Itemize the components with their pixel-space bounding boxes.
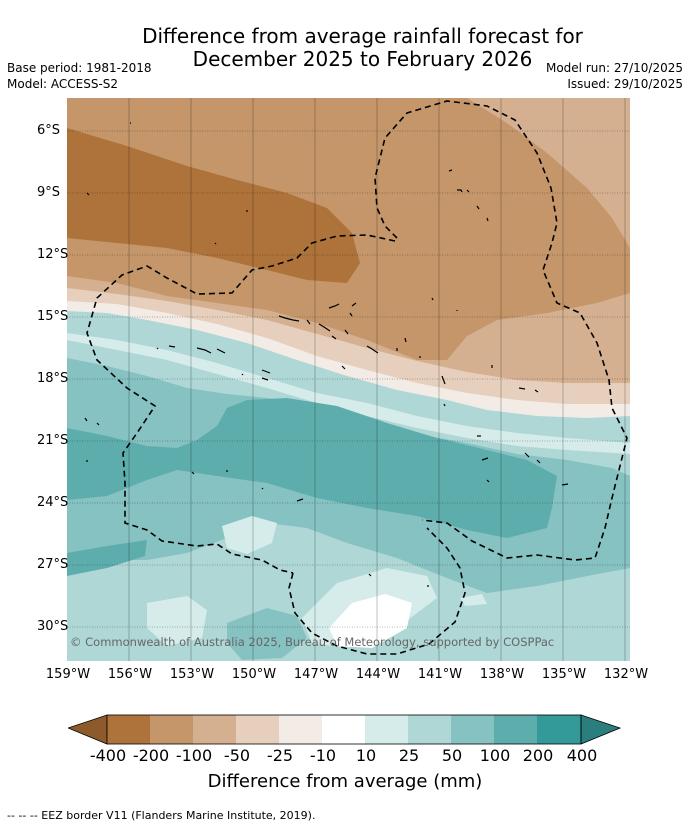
lon-label-144w: 144°W	[355, 667, 401, 682]
map-title-line-2: December 2025 to February 2026	[192, 47, 533, 71]
eez-border-east	[374, 100, 628, 561]
lon-label-159w: 159°W	[45, 667, 91, 682]
pocket-light-4	[460, 594, 487, 606]
pocket-white	[329, 594, 412, 648]
lat-label-24s: 24°S	[37, 495, 69, 510]
meridians	[128, 98, 626, 661]
band-dry-200	[67, 128, 360, 283]
copyright-notice: © Commonwealth of Australia 2025, Bureau…	[70, 635, 554, 649]
colorbar-label-7: 25	[398, 746, 420, 765]
meta-right: Model run: 27/10/2025 Issued: 29/10/2025	[546, 60, 683, 92]
lat-label-9s: 9°S	[37, 185, 61, 200]
colorbar-swatch-10	[494, 715, 537, 744]
rainfall-map: © Commonwealth of Australia 2025, Bureau…	[67, 98, 630, 661]
lon-label-138w: 138°W	[479, 667, 525, 682]
lon-label-147w: 147°W	[293, 667, 339, 682]
lon-label-141w: 141°W	[417, 667, 463, 682]
colorbar-label-4: -25	[266, 746, 294, 765]
colorbar-label-6: 10	[355, 746, 377, 765]
lat-label-30s: 30°S	[37, 619, 69, 634]
pocket-light-2	[147, 596, 207, 646]
lon-label-132w: 132°W	[603, 667, 649, 682]
colorbar-swatch-4	[236, 715, 279, 744]
colorbar-swatch-5	[279, 715, 322, 744]
lon-label-156w: 156°W	[107, 667, 153, 682]
band-wet-200-south	[67, 540, 147, 576]
issued-date: Issued: 29/10/2025	[567, 77, 683, 91]
colorbar-label-10: 200	[522, 746, 554, 765]
model-name: Model: ACCESS-S2	[7, 77, 119, 91]
base-period: Base period: 1981-2018	[7, 61, 152, 75]
band-dry-100	[67, 98, 630, 360]
lat-label-6s: 6°S	[37, 123, 61, 138]
lat-label-15s: 15°S	[37, 309, 69, 324]
islands	[84, 122, 569, 587]
lon-label-150w: 150°W	[231, 667, 277, 682]
colorbar-label-2: -100	[175, 746, 213, 765]
colorbar-swatch-7	[365, 715, 408, 744]
colorbar-swatch-11	[537, 715, 581, 744]
colorbar-label-8: 50	[441, 746, 463, 765]
colorbar-label-11: 400	[566, 746, 598, 765]
map-title-line-1: Difference from average rainfall forecas…	[142, 24, 583, 48]
colorbar-label-5: -10	[309, 746, 337, 765]
lat-label-18s: 18°S	[37, 371, 69, 386]
colorbar-title: Difference from average (mm)	[207, 771, 483, 792]
colorbar-swatch-9	[451, 715, 494, 744]
eez-footnote: -- -- -- EEZ border V11 (Flanders Marine…	[7, 809, 316, 822]
lon-label-153w: 153°W	[169, 667, 215, 682]
colorbar-swatch-0	[68, 714, 108, 745]
eez-border-north	[86, 234, 396, 574]
colorbar-swatch-1	[107, 715, 150, 744]
colorbar-swatch-12	[580, 714, 622, 745]
eez-border-south	[288, 527, 466, 655]
colorbar-swatch-8	[408, 715, 451, 744]
colorbar-label-9: 100	[479, 746, 511, 765]
pocket-light-1	[222, 516, 277, 554]
colorbar-outline	[106, 714, 582, 745]
model-run: Model run: 27/10/2025	[545, 61, 683, 75]
lon-label-135w: 135°W	[541, 667, 587, 682]
lat-label-21s: 21°S	[37, 433, 69, 448]
colorbar-swatch-3	[193, 715, 236, 744]
lat-label-12s: 12°S	[37, 247, 69, 262]
pocket-mid-1	[227, 608, 307, 660]
colorbar-swatch-2	[150, 715, 193, 744]
colorbar-label-3: -50	[223, 746, 251, 765]
colorbar-label-0: -400	[89, 746, 127, 765]
colorbar	[68, 714, 622, 745]
colorbar-swatch-6	[322, 715, 365, 744]
meta-left: Base period: 1981-2018 Model: ACCESS-S2	[7, 60, 152, 92]
lat-label-27s: 27°S	[37, 557, 69, 572]
colorbar-label-1: -200	[132, 746, 170, 765]
